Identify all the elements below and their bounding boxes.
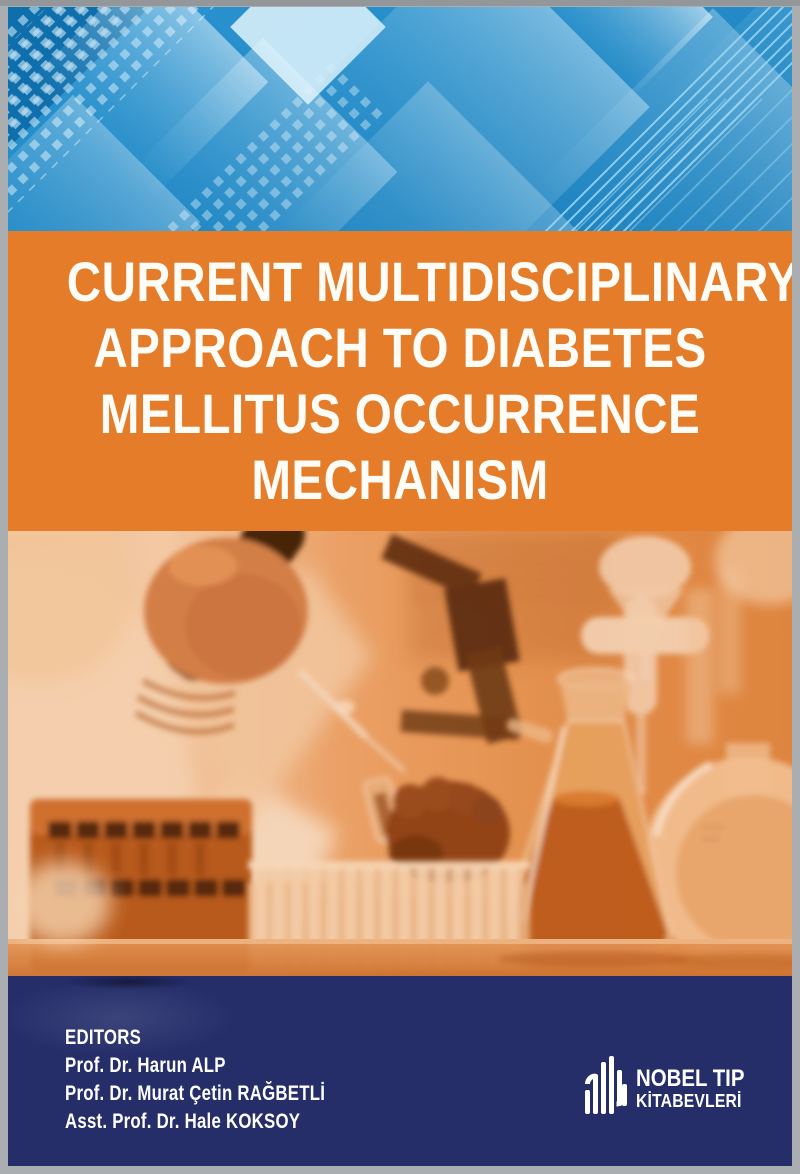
title-line-1: CURRENT MULTIDISCIPLINARY (66, 250, 792, 313)
publisher-name: NOBEL TIP KİTABEVLERİ (636, 1066, 764, 1111)
editor-name-1: Prof. Dr. Harun ALP (65, 1054, 226, 1077)
publisher-name-line2: KİTABEVLERİ (636, 1089, 742, 1111)
title-line-3: MELLITUS OCCURRENCE (99, 382, 701, 445)
title-band: CURRENT MULTIDISCIPLINARY APPROACH TO DI… (8, 231, 792, 531)
lab-photo (8, 531, 792, 976)
editor-name-3: Asst. Prof. Dr. Hale KOKSOY (65, 1110, 301, 1133)
footer-band: EDITORS Prof. Dr. Harun ALP Prof. Dr. Mu… (8, 976, 792, 1166)
header-pattern (8, 7, 792, 231)
editor-name-2: Prof. Dr. Murat Çetin RAĞBETLİ (65, 1082, 326, 1105)
publisher-logo: NOBEL TIP KİTABEVLERİ (585, 1056, 764, 1120)
blue-geometric-pattern-graphic (8, 7, 792, 231)
laboratory-photo-illustration (8, 531, 792, 976)
editors-section: EDITORS Prof. Dr. Harun ALP Prof. Dr. Mu… (65, 1024, 390, 1136)
title-line-4: MECHANISM (251, 448, 549, 511)
editors-label: EDITORS (65, 1026, 142, 1049)
title-line-2: APPROACH TO DIABETES (93, 316, 707, 379)
cover-content: CURRENT MULTIDISCIPLINARY APPROACH TO DI… (8, 7, 792, 1166)
nobel-tip-logo-icon (585, 1056, 627, 1114)
publisher-name-line1: NOBEL TIP (636, 1064, 745, 1092)
